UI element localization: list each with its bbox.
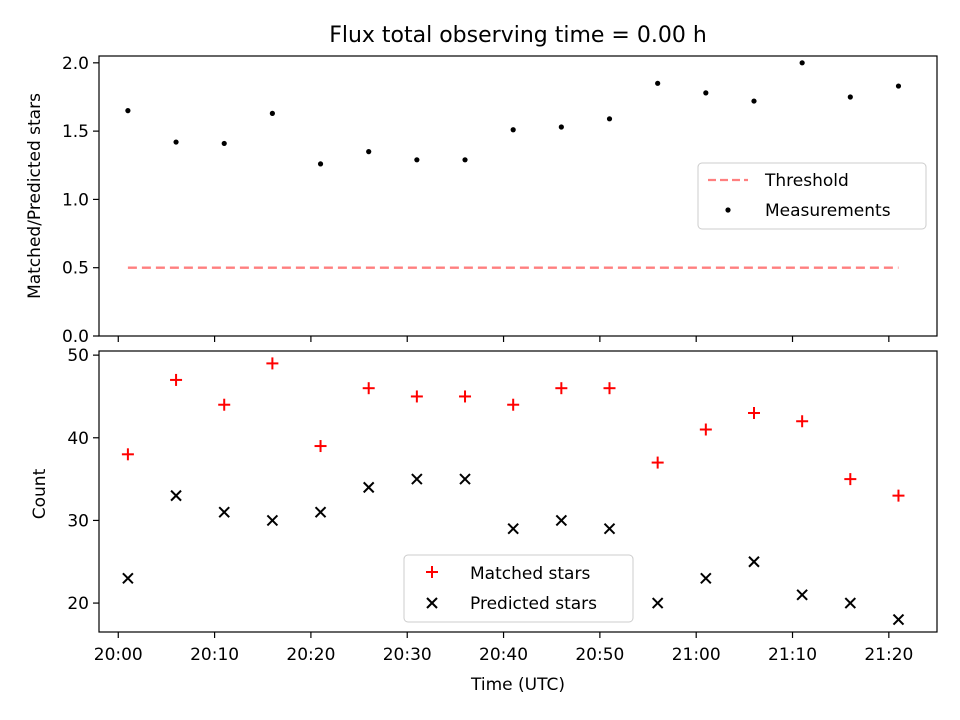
predicted-star-marker [700,572,712,584]
top-y-tick-label: 1.5 [62,122,89,142]
top-panel: 0.0 0.5 1.0 1.5 2.0 Threshold Measurements [62,54,938,347]
top-legend-box [697,162,927,230]
measurement-point [799,60,805,66]
top-y-tick-label: 2.0 [62,54,89,74]
predicted-star-marker [892,613,905,626]
bottom-legend: Matched stars Predicted stars [403,554,634,623]
top-y-tick-label: 0.0 [62,327,89,347]
matched-star-marker [362,382,375,395]
measurement-point [317,161,324,167]
legend-measurements-swatch [725,207,731,213]
predicted-star-marker [459,473,471,485]
bottom-y-ticks: 20 30 40 50 [67,346,99,614]
measurement-point [414,157,420,163]
measurement-point [269,110,275,116]
measurement-point [655,80,661,86]
x-tick-label: 20:30 [383,645,432,665]
matched-star-marker [314,440,327,453]
legend-measurements-label: Measurements [765,201,891,221]
matched-star-marker [747,406,760,419]
measurement-point [221,140,227,147]
predicted-star-marker [651,597,664,609]
legend-matched-swatch [426,566,438,578]
matched-star-marker [844,473,857,486]
measurement-point [895,83,902,89]
matched-star-marker [121,448,134,461]
bottom-y-tick-label: 40 [67,429,89,449]
matched-star-marker [699,423,712,436]
top-legend: Threshold Measurements [697,162,927,230]
matched-star-marker [651,456,664,469]
top-series [125,60,902,269]
bottom-y-tick-label: 50 [67,346,89,366]
matched-star-marker [218,398,231,411]
matched-star-marker [170,373,183,386]
measurement-point [125,108,131,114]
bottom-series [121,357,905,626]
top-y-tick-label: 1.0 [62,190,89,210]
matched-star-marker [459,390,472,403]
predicted-star-marker [555,514,568,527]
top-y-tick-label: 0.5 [62,259,89,279]
predicted-star-marker [122,572,134,584]
predicted-star-marker [362,481,375,494]
bottom-y-tick-label: 30 [67,511,89,531]
top-x-ticks [117,336,890,342]
chart-title: Flux total observing time = 0.00 h [329,23,707,48]
legend-matched-label: Matched stars [470,564,590,584]
x-tick-label: 20:10 [190,645,239,665]
bottom-y-tick-label: 20 [67,594,89,614]
matched-star-marker [796,415,809,428]
predicted-star-marker [844,597,857,609]
measurement-point [751,98,757,104]
matched-star-marker [266,357,279,370]
x-tick-label: 20:50 [575,645,624,665]
legend-predicted-label: Predicted stars [470,594,597,614]
bottom-y-axis-label: Count [30,468,50,519]
bottom-x-ticks: 20:00 20:10 20:20 20:30 20:40 20:50 21:00 21:10… [94,632,913,665]
measurement-point [847,94,853,100]
predicted-star-marker [170,489,182,502]
predicted-star-marker [411,473,423,485]
matched-star-marker [555,382,568,395]
x-axis-label: Time (UTC) [470,675,565,695]
predicted-star-marker [314,506,327,518]
x-tick-label: 21:10 [768,645,817,665]
matched-star-marker [507,398,520,411]
top-plot-frame [98,55,938,337]
legend-threshold-label: Threshold [764,171,849,191]
x-tick-label: 21:00 [672,645,721,665]
predicted-star-marker [796,589,808,601]
measurement-point [510,127,516,133]
predicted-star-marker [507,522,519,535]
x-tick-label: 20:20 [286,645,335,665]
x-tick-label: 21:20 [864,645,913,665]
matched-star-marker [410,390,423,403]
legend-predicted-swatch [426,597,438,609]
measurement-point [606,116,613,122]
matched-star-marker [892,489,905,502]
top-y-axis-label: Matched/Predicted stars [25,93,45,299]
measurement-point [366,149,372,155]
measurement-point [703,90,709,96]
x-tick-label: 20:40 [479,645,528,665]
x-tick-label: 20:00 [94,645,143,665]
predicted-star-marker [748,556,760,568]
predicted-star-marker [603,522,616,535]
measurement-point [558,124,564,130]
predicted-star-marker [218,506,230,518]
predicted-star-marker [266,514,279,527]
top-y-ticks: 0.0 0.5 1.0 1.5 2.0 [62,54,99,347]
measurement-point [173,139,179,145]
matched-star-marker [603,382,616,395]
measurement-point [462,157,468,163]
bottom-legend-box [403,554,634,623]
bottom-plot-frame [98,350,938,633]
